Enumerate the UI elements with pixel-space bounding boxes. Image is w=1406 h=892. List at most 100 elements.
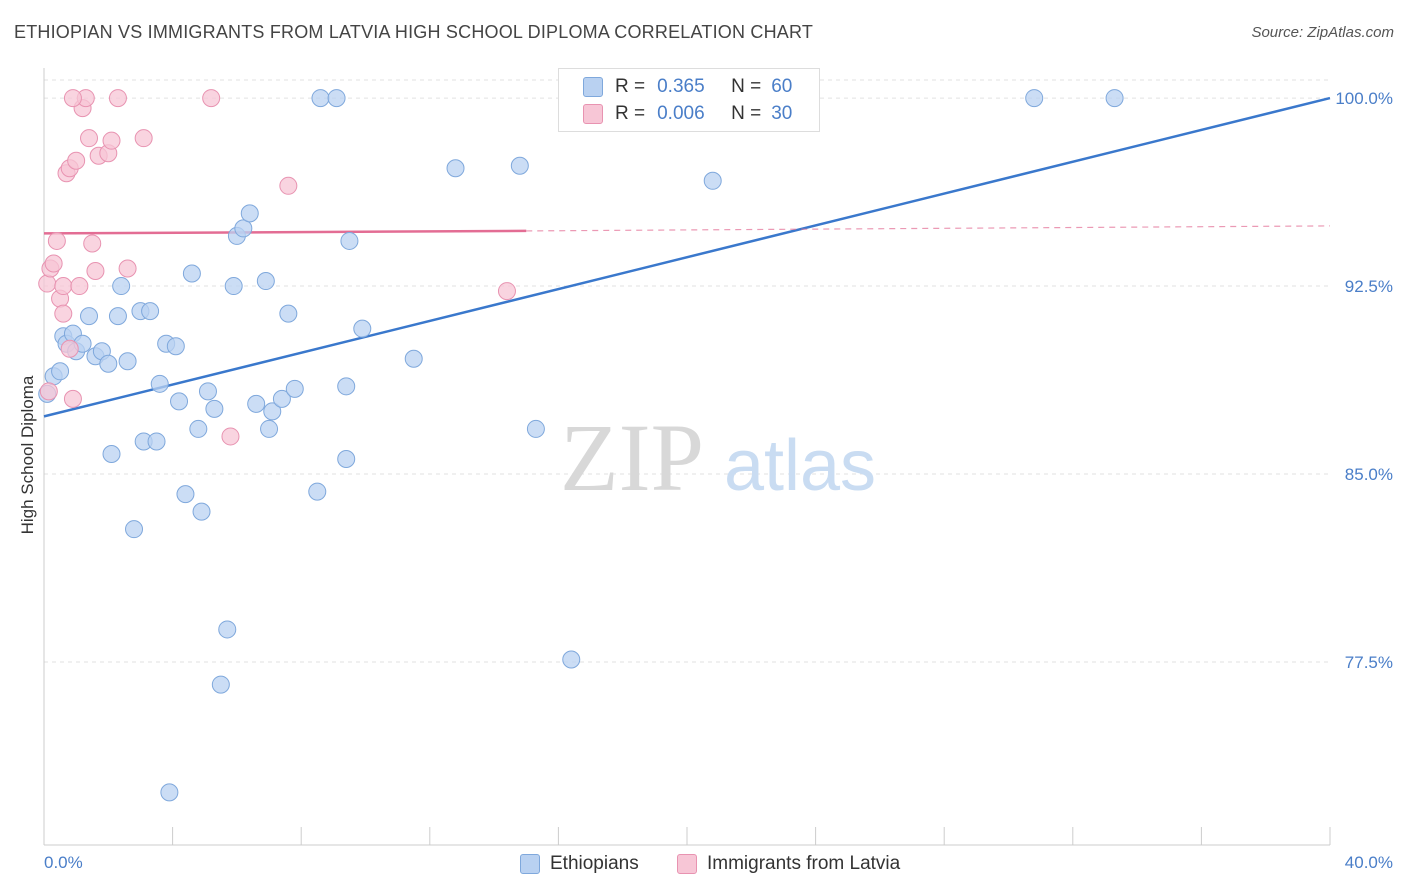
legend-swatch-blue bbox=[583, 77, 603, 97]
point-ethiopians bbox=[198, 382, 217, 401]
trend-lines bbox=[43, 96, 1331, 418]
point-ethiopians bbox=[703, 171, 722, 190]
point-ethiopians bbox=[108, 307, 127, 326]
point-ethiopians bbox=[189, 419, 208, 438]
trend-line-latvia-extension bbox=[526, 225, 1331, 232]
point-ethiopians bbox=[404, 349, 423, 368]
point-latvia bbox=[221, 427, 240, 446]
point-ethiopians bbox=[176, 485, 195, 504]
point-latvia bbox=[83, 234, 102, 253]
x-tick-label: 0.0% bbox=[44, 853, 83, 872]
trend-line-ethiopians bbox=[43, 96, 1331, 418]
legend-r-value-blue: 0.365 bbox=[657, 76, 705, 97]
point-ethiopians bbox=[150, 374, 169, 393]
point-latvia bbox=[54, 304, 73, 323]
legend-n-label: N = bbox=[731, 103, 762, 124]
point-ethiopians bbox=[240, 204, 259, 223]
source-label: Source: ZipAtlas.com bbox=[1251, 24, 1394, 41]
point-ethiopians bbox=[160, 783, 179, 802]
point-ethiopians bbox=[218, 620, 237, 639]
point-ethiopians bbox=[118, 352, 137, 371]
point-latvia bbox=[60, 339, 79, 358]
point-ethiopians bbox=[192, 502, 211, 521]
legend-n-value-blue: 60 bbox=[771, 76, 793, 97]
legend-r-value-pink: 0.006 bbox=[657, 103, 705, 124]
bottom-legend-label-blue: Ethiopians bbox=[550, 853, 639, 874]
point-latvia bbox=[67, 151, 86, 170]
point-ethiopians bbox=[340, 231, 359, 250]
y-tick-label: 77.5% bbox=[1345, 653, 1393, 672]
y-tick-label: 85.0% bbox=[1345, 465, 1393, 484]
trend-line-latvia bbox=[43, 229, 527, 235]
point-latvia bbox=[38, 274, 57, 293]
legend-row-ethiopians: R = 0.365 N = 60 bbox=[583, 75, 792, 99]
point-latvia bbox=[202, 89, 221, 108]
point-ethiopians bbox=[166, 337, 185, 356]
point-latvia bbox=[86, 262, 105, 281]
point-ethiopians bbox=[211, 675, 230, 694]
point-ethiopians bbox=[353, 319, 372, 338]
point-latvia bbox=[279, 176, 298, 195]
point-ethiopians bbox=[102, 444, 121, 463]
legend-n-value-pink: 30 bbox=[771, 103, 793, 124]
point-ethiopians bbox=[205, 399, 224, 418]
point-ethiopians bbox=[147, 432, 166, 451]
point-latvia bbox=[102, 131, 121, 150]
axes bbox=[43, 68, 1331, 846]
point-latvia bbox=[108, 89, 127, 108]
point-ethiopians bbox=[141, 302, 160, 321]
point-ethiopians bbox=[311, 89, 330, 108]
x-tick-label: 40.0% bbox=[1345, 853, 1393, 872]
point-ethiopians bbox=[1025, 89, 1044, 108]
point-ethiopians bbox=[170, 392, 189, 411]
point-ethiopians bbox=[80, 307, 99, 326]
point-latvia bbox=[63, 89, 82, 108]
bottom-legend-label-pink: Immigrants from Latvia bbox=[707, 853, 901, 874]
point-ethiopians bbox=[247, 394, 266, 413]
point-ethiopians bbox=[256, 272, 275, 291]
point-ethiopians bbox=[99, 354, 118, 373]
point-latvia bbox=[54, 277, 73, 296]
gridlines bbox=[44, 79, 1330, 663]
point-ethiopians bbox=[562, 650, 581, 669]
legend-r-label: R = bbox=[615, 103, 646, 124]
y-tick-label: 100.0% bbox=[1335, 89, 1393, 108]
bottom-legend-swatch-blue bbox=[520, 854, 540, 874]
point-ethiopians bbox=[272, 389, 291, 408]
watermark-atlas: atlas bbox=[724, 426, 876, 506]
point-ethiopians bbox=[285, 379, 304, 398]
bottom-legend-ethiopians: Ethiopians bbox=[520, 852, 639, 876]
legend-n-label: N = bbox=[731, 76, 762, 97]
point-latvia bbox=[47, 231, 66, 250]
point-ethiopians bbox=[224, 277, 243, 296]
legend-r-label: R = bbox=[615, 76, 646, 97]
point-latvia bbox=[63, 389, 82, 408]
point-ethiopians bbox=[337, 377, 356, 396]
point-ethiopians bbox=[125, 520, 144, 539]
point-ethiopians bbox=[182, 264, 201, 283]
point-ethiopians bbox=[526, 419, 545, 438]
data-points bbox=[38, 89, 1124, 802]
point-ethiopians bbox=[279, 304, 298, 323]
point-ethiopians bbox=[234, 219, 253, 238]
point-ethiopians bbox=[263, 402, 282, 421]
bottom-legend-latvia: Immigrants from Latvia bbox=[677, 852, 900, 876]
point-latvia bbox=[70, 277, 89, 296]
point-latvia bbox=[39, 382, 58, 401]
point-ethiopians bbox=[327, 89, 346, 108]
point-latvia bbox=[134, 129, 153, 148]
stats-legend: R = 0.365 N = 60 R = 0.006 N = 30 bbox=[558, 68, 820, 132]
point-latvia bbox=[497, 282, 516, 301]
point-ethiopians bbox=[308, 482, 327, 501]
point-ethiopians bbox=[510, 156, 529, 175]
point-latvia bbox=[118, 259, 137, 278]
tick-labels: 77.5% 85.0% 92.5% 100.0% 0.0% 40.0% bbox=[44, 89, 1393, 872]
watermark-zip: ZIP bbox=[560, 404, 704, 511]
legend-swatch-pink bbox=[583, 104, 603, 124]
chart-title: ETHIOPIAN VS IMMIGRANTS FROM LATVIA HIGH… bbox=[14, 22, 814, 42]
point-ethiopians bbox=[1105, 89, 1124, 108]
point-latvia bbox=[44, 254, 63, 273]
point-ethiopians bbox=[337, 450, 356, 469]
point-ethiopians bbox=[51, 362, 70, 381]
